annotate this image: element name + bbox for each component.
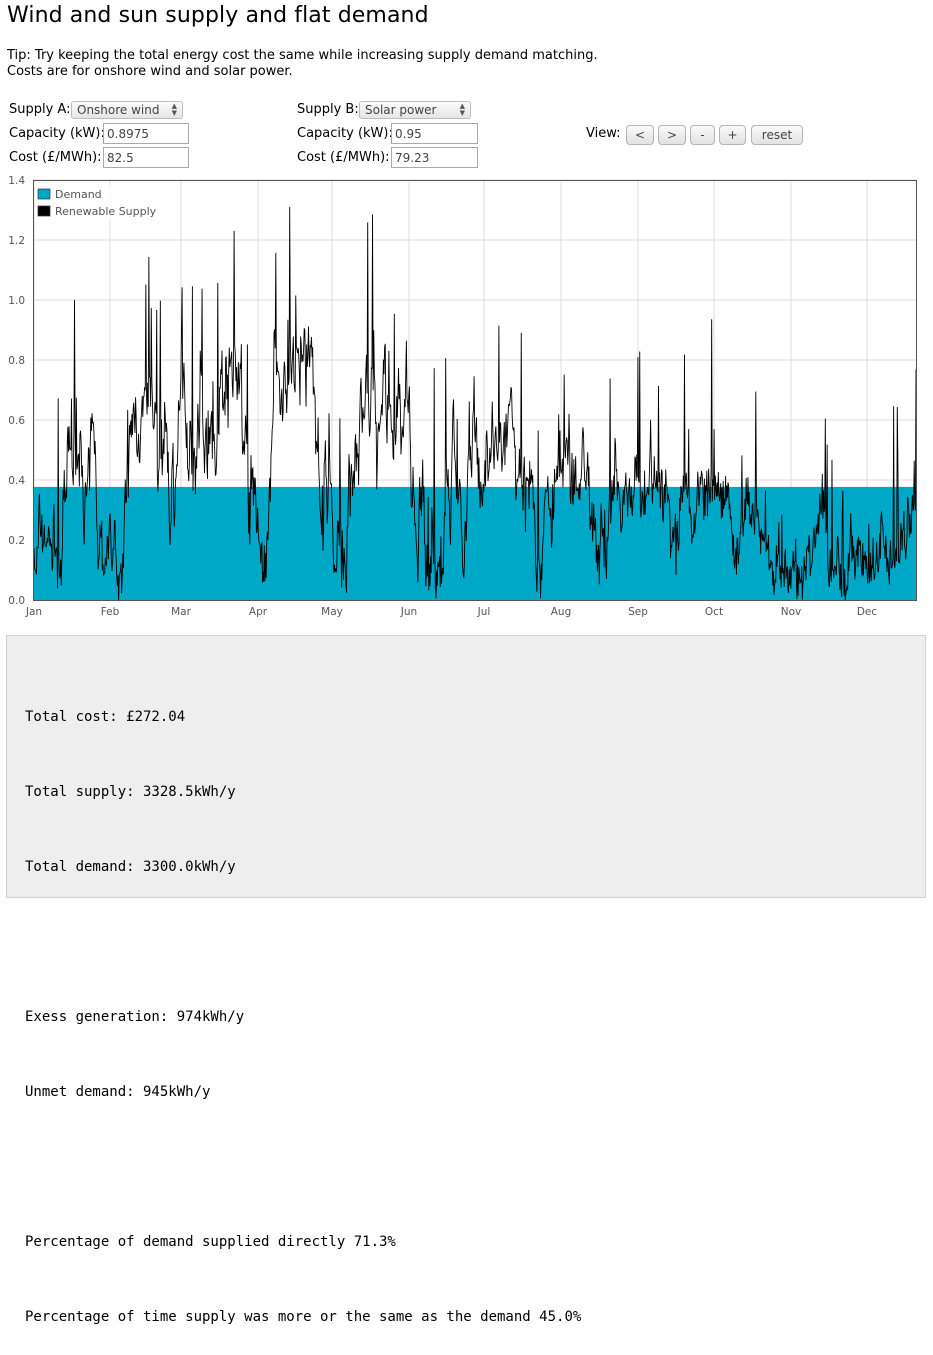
supply-a-cost-label: Cost (£/MWh): xyxy=(9,150,102,165)
zoom-in-button[interactable]: + xyxy=(719,125,746,145)
y-tick-label: 0.4 xyxy=(8,475,25,487)
excess-generation: Exess generation: 974kWh/y xyxy=(25,1009,245,1025)
x-tick-label: Sep xyxy=(628,606,648,618)
supply-b-label: Supply B: xyxy=(297,102,359,117)
supply-b-select[interactable]: Solar power ▲ ▼ xyxy=(359,101,471,119)
view-next-button[interactable]: > xyxy=(658,125,686,145)
x-tick-label: Jan xyxy=(25,606,42,618)
supply-a-select-value: Onshore wind xyxy=(77,103,160,117)
y-tick-label: 0.0 xyxy=(8,595,25,607)
supply-a-capacity-input[interactable] xyxy=(103,123,189,144)
y-tick-label: 0.6 xyxy=(8,415,25,427)
view-prev-button[interactable]: < xyxy=(626,125,654,145)
page-title: Wind and sun supply and flat demand xyxy=(7,3,429,28)
pct-time-supply-meets-demand: Percentage of time supply was more or th… xyxy=(25,1309,582,1325)
select-arrows-icon: ▲ ▼ xyxy=(459,102,465,117)
supply-b-capacity-label: Capacity (kW): xyxy=(297,126,393,141)
y-tick-label: 0.2 xyxy=(8,535,25,547)
supply-a-label: Supply A: xyxy=(9,102,71,117)
y-tick-label: 1.2 xyxy=(8,235,25,247)
x-tick-label: May xyxy=(321,606,343,618)
select-arrows-icon: ▲ ▼ xyxy=(171,102,177,117)
legend-label-demand: Demand xyxy=(55,188,102,201)
x-tick-label: Mar xyxy=(171,606,191,618)
x-tick-label: Aug xyxy=(551,606,572,618)
plot-frame xyxy=(33,180,917,601)
chart-legend: Demand Renewable Supply xyxy=(36,185,157,221)
x-tick-label: Jul xyxy=(477,606,491,618)
x-tick-label: Jun xyxy=(400,606,417,618)
renewable-supply-series xyxy=(33,206,917,601)
supply-b-capacity-input[interactable] xyxy=(391,123,478,144)
total-cost: Total cost: £272.04 xyxy=(25,709,186,725)
supply-a-cost-input[interactable] xyxy=(103,147,189,168)
supply-a-select[interactable]: Onshore wind ▲ ▼ xyxy=(71,101,183,119)
y-tick-label: 1.4 xyxy=(8,175,25,187)
x-tick-label: Apr xyxy=(249,606,268,618)
supply-b-cost-input[interactable] xyxy=(391,147,478,168)
supply-a-capacity-label: Capacity (kW): xyxy=(9,126,105,141)
view-label: View: xyxy=(586,126,621,141)
supply-line xyxy=(33,206,917,601)
legend-swatch-supply xyxy=(37,205,51,217)
y-axis-ticks: 0.0 0.2 0.4 0.6 0.8 1.0 1.2 1.4 xyxy=(8,175,25,607)
x-axis-ticks: Jan Feb Mar Apr May Jun Jul Aug Sep Oct Nov Dec xyxy=(25,606,877,618)
zoom-out-button[interactable]: - xyxy=(690,125,715,145)
x-tick-label: Oct xyxy=(705,606,723,618)
total-supply: Total supply: 3328.5kWh/y xyxy=(25,784,236,800)
unmet-demand: Unmet demand: 945kWh/y xyxy=(25,1084,211,1100)
x-tick-label: Feb xyxy=(101,606,120,618)
x-tick-label: Dec xyxy=(857,606,878,618)
legend-background xyxy=(36,185,156,221)
tip-line-2: Costs are for onshore wind and solar pow… xyxy=(7,64,293,79)
y-tick-label: 0.8 xyxy=(8,355,25,367)
supply-b-cost-label: Cost (£/MWh): xyxy=(297,150,390,165)
tip-text: Tip: Try keeping the total energy cost t… xyxy=(7,48,598,80)
legend-swatch-demand xyxy=(37,188,51,200)
legend-label-supply: Renewable Supply xyxy=(55,205,157,218)
y-tick-label: 1.0 xyxy=(8,295,25,307)
supply-demand-chart[interactable]: 0.0 0.2 0.4 0.6 0.8 1.0 1.2 1.4 Jan Feb Mar Apr May… xyxy=(0,170,933,620)
reset-button[interactable]: reset xyxy=(751,125,803,145)
tip-line-1: Tip: Try keeping the total energy cost t… xyxy=(7,48,598,63)
total-demand: Total demand: 3300.0kWh/y xyxy=(25,859,236,875)
supply-b-select-value: Solar power xyxy=(365,103,437,117)
results-panel: Total cost: £272.04 Total supply: 3328.5… xyxy=(6,635,926,1325)
x-tick-label: Nov xyxy=(781,606,802,618)
pct-demand-supplied-directly: Percentage of demand supplied directly 7… xyxy=(25,1234,396,1250)
